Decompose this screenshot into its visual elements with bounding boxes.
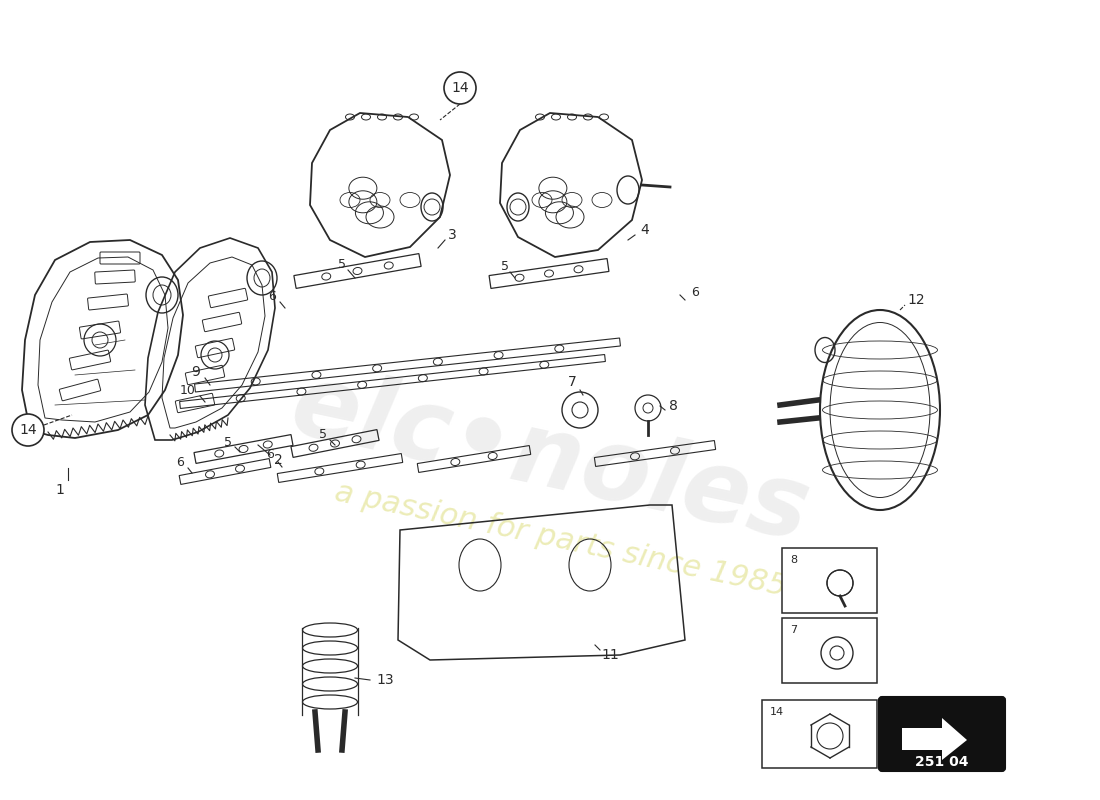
Text: 1: 1 <box>56 483 65 497</box>
Text: 2: 2 <box>274 453 283 467</box>
Polygon shape <box>902 718 967 760</box>
Text: 8: 8 <box>669 399 678 413</box>
Text: a passion for parts since 1985: a passion for parts since 1985 <box>331 478 789 602</box>
Text: 7: 7 <box>790 625 798 635</box>
FancyBboxPatch shape <box>782 618 877 683</box>
Text: elc•noles: elc•noles <box>283 358 817 562</box>
Text: 6: 6 <box>268 290 276 302</box>
Text: 9: 9 <box>191 365 200 379</box>
FancyBboxPatch shape <box>762 700 877 768</box>
Circle shape <box>12 414 44 446</box>
FancyBboxPatch shape <box>879 697 1005 771</box>
Text: 4: 4 <box>640 223 649 237</box>
Text: 3: 3 <box>448 228 456 242</box>
Text: 5: 5 <box>338 258 346 270</box>
Text: 14: 14 <box>451 81 469 95</box>
Text: 5: 5 <box>500 259 509 273</box>
Text: 12: 12 <box>908 293 925 307</box>
Text: 7: 7 <box>568 375 576 389</box>
Text: 6: 6 <box>691 286 698 298</box>
Text: 6: 6 <box>176 455 184 469</box>
Text: 11: 11 <box>601 648 619 662</box>
Text: 10: 10 <box>180 383 196 397</box>
Text: 14: 14 <box>19 423 36 437</box>
FancyBboxPatch shape <box>782 548 877 613</box>
Text: 251 04: 251 04 <box>915 755 969 769</box>
Circle shape <box>444 72 476 104</box>
Text: 5: 5 <box>224 435 232 449</box>
Text: 8: 8 <box>790 555 798 565</box>
Text: 14: 14 <box>770 707 784 717</box>
Text: 13: 13 <box>376 673 394 687</box>
Text: 5: 5 <box>319 429 327 442</box>
Text: 6: 6 <box>266 449 274 462</box>
